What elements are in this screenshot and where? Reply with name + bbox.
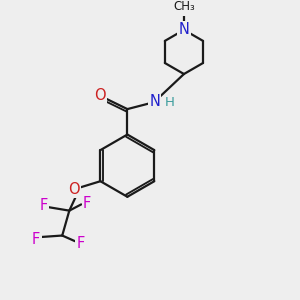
Text: F: F bbox=[83, 196, 91, 211]
Text: H: H bbox=[165, 96, 175, 110]
Text: F: F bbox=[32, 232, 40, 247]
Text: O: O bbox=[94, 88, 106, 103]
Text: F: F bbox=[39, 198, 47, 213]
Text: N: N bbox=[149, 94, 160, 109]
Text: N: N bbox=[178, 22, 189, 38]
Text: F: F bbox=[76, 236, 85, 251]
Text: O: O bbox=[68, 182, 80, 197]
Text: CH₃: CH₃ bbox=[173, 0, 195, 13]
